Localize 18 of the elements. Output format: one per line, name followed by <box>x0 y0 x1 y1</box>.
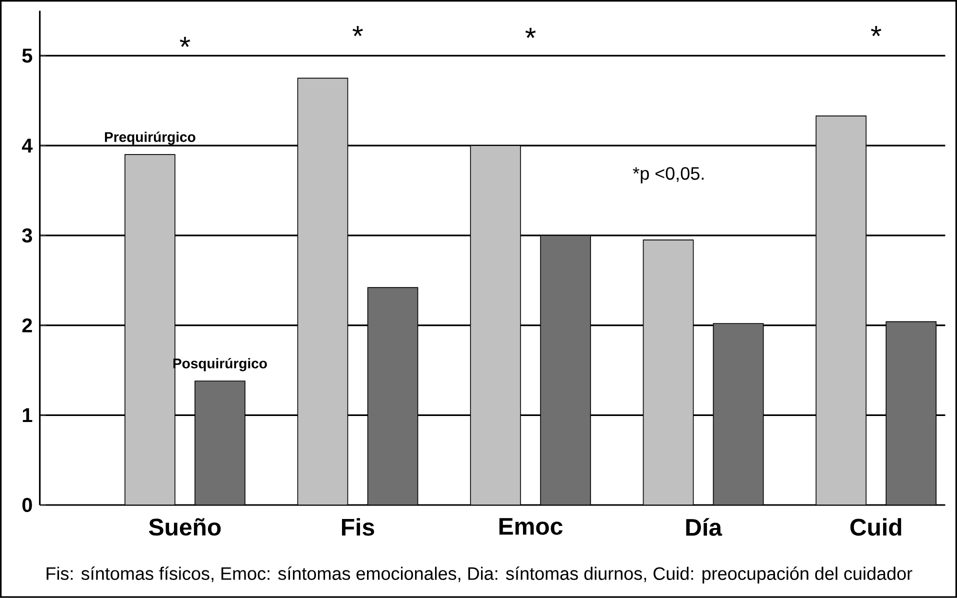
x-tick-label: Sueño <box>148 518 221 536</box>
x-tick-label: Día <box>686 518 722 536</box>
y-tick-label: 2 <box>22 318 32 332</box>
y-tick-label: 5 <box>22 48 32 63</box>
y-tick-label: 0 <box>22 498 32 512</box>
series-label: Prequirúrgico <box>104 132 196 145</box>
annotation: *p <0,05. <box>632 167 704 184</box>
annotation: * <box>525 28 536 38</box>
x-tick-label: Cuid <box>850 518 902 536</box>
x-tick-label: Emoc <box>499 518 563 535</box>
y-tick-label: 3 <box>22 228 32 243</box>
annotation: * <box>352 26 363 36</box>
y-tick-label: 4 <box>22 138 33 153</box>
y-tick-label: 1 <box>22 408 32 422</box>
annotation: * <box>870 26 882 36</box>
annotation: * <box>180 36 190 48</box>
x-tick-label: Fis <box>342 518 374 536</box>
text: Fis: síntomas físicos, Emoc: síntomas emocionales, Dia: síntomas diurnos, Cuid: preocupación del cuidador <box>46 566 912 584</box>
